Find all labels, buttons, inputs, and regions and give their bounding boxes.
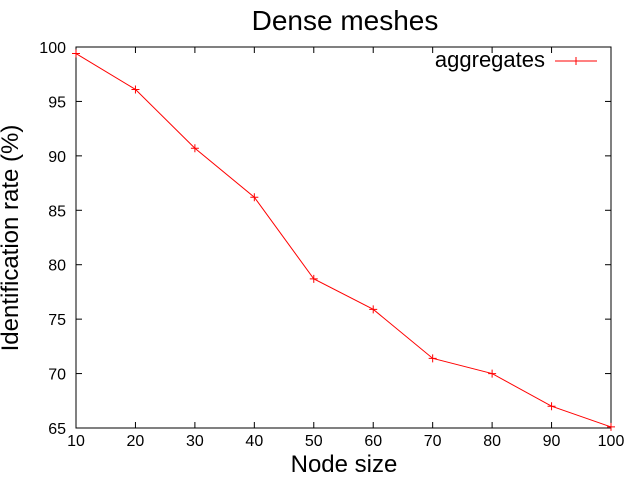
x-tick-label: 70	[424, 433, 442, 450]
data-point	[131, 85, 140, 94]
data-point	[547, 402, 556, 411]
y-tick-label: 65	[48, 421, 66, 438]
x-tick-label: 10	[67, 433, 85, 450]
y-tick-label: 95	[48, 94, 66, 111]
y-tick-label: 75	[48, 312, 66, 329]
y-tick-label: 85	[48, 203, 66, 220]
x-tick-label: 80	[483, 433, 501, 450]
x-tick-label: 50	[305, 433, 323, 450]
data-point	[309, 274, 318, 283]
y-tick-label: 100	[39, 40, 66, 57]
y-tick-label: 90	[48, 149, 66, 166]
chart-title: Dense meshes	[252, 5, 439, 36]
data-point	[369, 305, 378, 314]
data-point	[72, 49, 80, 58]
x-axis-label: Node size	[291, 451, 398, 478]
series-line-aggregates	[75, 53, 612, 428]
data-point	[190, 144, 199, 153]
plot-frame	[75, 46, 612, 429]
x-tick-label: 30	[186, 433, 204, 450]
data-point	[250, 193, 259, 202]
data-point	[488, 369, 497, 378]
legend: aggregates	[435, 47, 597, 72]
series-layer	[72, 49, 615, 431]
axis-ticks: 10 20 30 40 50 60 70 80 90 100 65 70 75 80 85 90 95 100	[39, 40, 624, 450]
x-tick-label: 60	[364, 433, 382, 450]
y-tick-label: 80	[48, 258, 66, 275]
y-axis-label: Identification rate (%)	[0, 125, 24, 352]
legend-label-aggregates: aggregates	[435, 47, 545, 72]
x-tick-label: 90	[543, 433, 561, 450]
x-tick-label: 40	[245, 433, 263, 450]
data-point	[607, 422, 615, 431]
x-tick-label: 20	[127, 433, 145, 450]
legend-marker-aggregates	[572, 57, 580, 65]
x-tick-label: 100	[598, 433, 625, 450]
y-tick-label: 70	[48, 367, 66, 384]
data-point	[428, 354, 437, 363]
